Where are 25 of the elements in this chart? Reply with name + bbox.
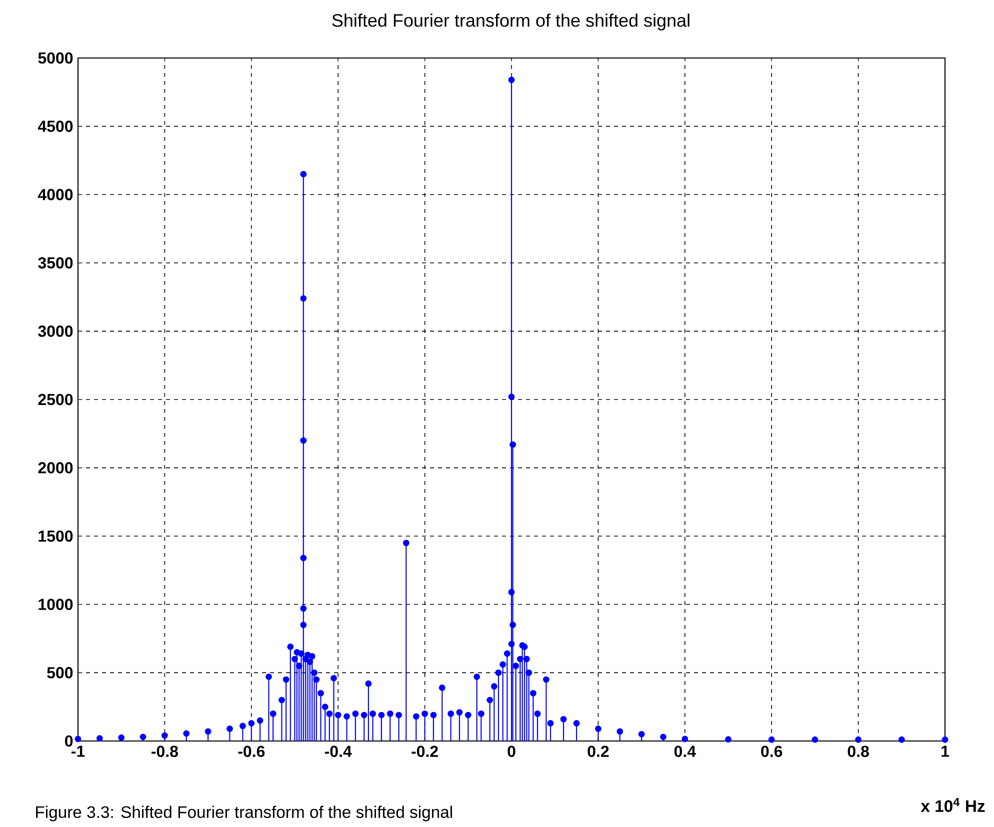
x-tick-label: 0.4 [674, 746, 696, 758]
x-tick-label: -1 [72, 746, 85, 757]
x-tick-label: -0.2 [412, 746, 438, 758]
y-tick-label: 3500 [38, 257, 73, 269]
x-tick-label: 0.6 [761, 746, 782, 758]
x-tick-label: -0.4 [324, 746, 352, 758]
y-tick-label: 500 [47, 667, 73, 678]
y-tick-label: 4000 [38, 188, 73, 200]
x-tick-label: 0 [508, 746, 516, 758]
y-tick-label: 2500 [38, 394, 73, 406]
y-tick-label: 1500 [38, 530, 73, 542]
x-tick-label: -0.8 [152, 746, 178, 758]
x-tick-label: 0.8 [848, 746, 869, 758]
y-tick-label: 2000 [38, 462, 73, 474]
y-tick-label: 5000 [38, 52, 73, 64]
x-tick-label: -0.6 [238, 746, 265, 758]
x-axis-title: x 10$^{4}$ Hz [920, 798, 985, 812]
x-tick-label: 0.2 [588, 746, 609, 758]
y-tick-label: 3000 [38, 326, 73, 337]
y-tick-label: 1000 [38, 598, 73, 610]
chart-title: Shifted Fourier transform of the shifted signal [332, 14, 690, 30]
caption: Figure 3.3: Shifted Fourier transform of the shifted signal [36, 806, 452, 822]
y-tick-label: 4500 [38, 120, 73, 132]
x-tick-label: 1 [942, 746, 950, 757]
y-tick-label: 0 [65, 735, 73, 747]
